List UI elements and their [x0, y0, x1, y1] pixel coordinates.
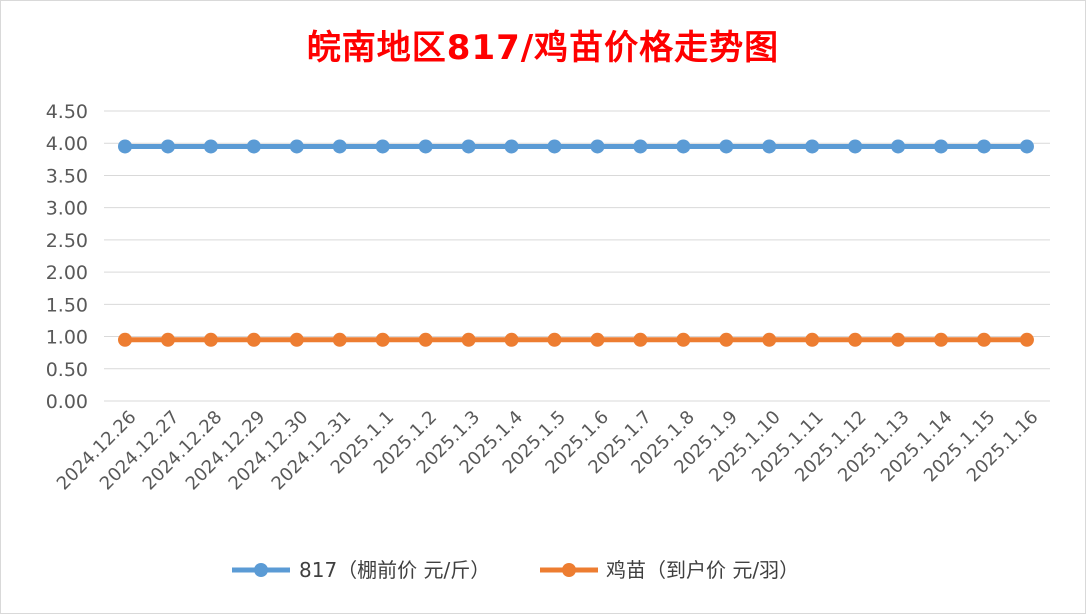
y-tick-label: 4.00 [46, 133, 88, 155]
y-tick-label: 1.00 [46, 327, 88, 349]
data-point [1019, 139, 1034, 154]
data-point [289, 139, 304, 154]
data-point [848, 139, 863, 154]
data-point [160, 139, 175, 154]
data-point [504, 139, 519, 154]
data-point [246, 139, 261, 154]
data-point [461, 139, 476, 154]
data-point [375, 332, 390, 347]
data-point [504, 332, 519, 347]
x-axis-ticks: 2024.12.262024.12.272024.12.282024.12.29… [53, 407, 1043, 495]
y-tick-label: 4.50 [46, 101, 88, 123]
data-point [676, 332, 691, 347]
series-2 [118, 332, 1034, 347]
y-tick-label: 0.50 [46, 359, 88, 381]
legend-marker [254, 563, 268, 577]
data-point [848, 332, 863, 347]
data-point [461, 332, 476, 347]
data-point [891, 332, 906, 347]
data-point [246, 332, 261, 347]
data-point [203, 332, 218, 347]
data-point [934, 332, 949, 347]
data-point [805, 139, 820, 154]
chart-title: 皖南地区817/鸡苗价格走势图 [306, 28, 780, 68]
y-axis-ticks: 0.00 0.50 1.00 1.50 2.00 2.50 3.00 3.50 4.00 4.50 [46, 101, 88, 413]
y-tick-label: 1.50 [46, 294, 88, 316]
y-tick-label: 2.00 [46, 262, 88, 284]
series-1 [118, 139, 1034, 154]
gridlines [104, 110, 1050, 402]
data-point [719, 139, 734, 154]
data-point [118, 139, 132, 154]
legend-marker [562, 563, 576, 577]
data-point [118, 332, 132, 347]
data-point [977, 139, 991, 154]
data-point [676, 139, 691, 154]
data-point [547, 139, 562, 154]
data-point [633, 139, 648, 154]
data-point [160, 332, 175, 347]
y-tick-label: 3.00 [46, 198, 88, 220]
data-point [934, 139, 949, 154]
data-point [418, 332, 433, 347]
data-point [547, 332, 562, 347]
data-point [719, 332, 734, 347]
y-tick-label: 2.50 [46, 230, 88, 252]
data-point [762, 139, 777, 154]
legend-label: 鸡苗（到户价 元/羽） [606, 558, 799, 582]
data-point [590, 332, 605, 347]
data-point [1019, 332, 1034, 347]
data-point [332, 332, 347, 347]
y-tick-label: 3.50 [46, 165, 88, 187]
data-point [289, 332, 304, 347]
data-point [203, 139, 218, 154]
data-point [418, 139, 433, 154]
data-point [590, 139, 605, 154]
series-group [118, 139, 1034, 347]
data-point [633, 332, 648, 347]
data-point [332, 139, 347, 154]
legend-item-1: 817（棚前价 元/斤） [232, 558, 490, 582]
y-tick-label: 0.00 [46, 391, 88, 413]
legend: 817（棚前价 元/斤） 鸡苗（到户价 元/羽） [232, 558, 799, 582]
data-point [891, 139, 906, 154]
legend-item-2: 鸡苗（到户价 元/羽） [540, 558, 799, 582]
data-point [805, 332, 820, 347]
legend-label: 817（棚前价 元/斤） [299, 558, 490, 582]
data-point [762, 332, 777, 347]
data-point [375, 139, 390, 154]
data-point [977, 332, 991, 347]
